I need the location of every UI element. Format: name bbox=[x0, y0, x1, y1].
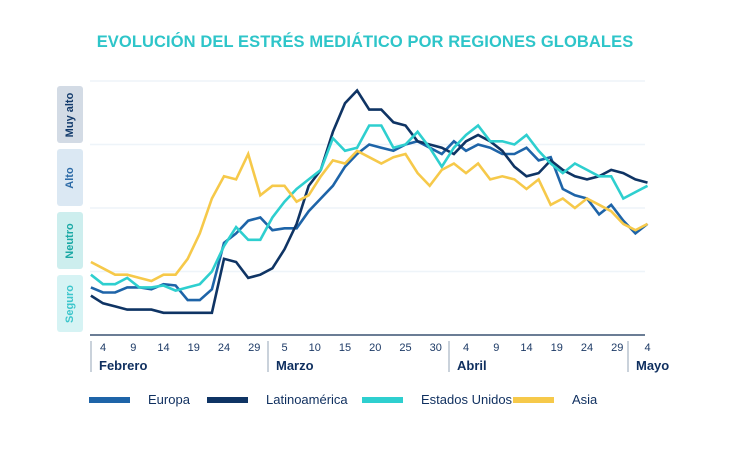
x-tick-label: 10 bbox=[309, 342, 321, 354]
x-tick-label: 9 bbox=[493, 342, 499, 354]
x-tick-label: 4 bbox=[463, 342, 469, 354]
x-tick-label: 15 bbox=[339, 342, 351, 354]
chart-title: EVOLUCIÓN DEL ESTRÉS MEDIÁTICO POR REGIO… bbox=[96, 33, 634, 51]
series-lines bbox=[90, 88, 649, 315]
legend-swatch bbox=[89, 396, 130, 403]
legend-label: Europa bbox=[148, 392, 190, 407]
level-band-neutro: Neutro bbox=[57, 212, 83, 269]
month-label: Abril bbox=[457, 358, 487, 373]
legend-swatch bbox=[362, 396, 403, 403]
x-tick-label: 19 bbox=[188, 342, 200, 354]
month-label: Febrero bbox=[99, 358, 147, 373]
x-tick-label: 20 bbox=[369, 342, 381, 354]
series-line-latinoamérica bbox=[90, 88, 648, 315]
x-tick-label: 29 bbox=[611, 342, 623, 354]
x-tick-label: 25 bbox=[399, 342, 411, 354]
x-tick-label: 4 bbox=[644, 342, 650, 354]
series-line-estados-unidos bbox=[90, 123, 649, 292]
legend-label: Latinoamérica bbox=[266, 392, 348, 407]
level-band-seguro: Seguro bbox=[57, 275, 83, 332]
x-tick-label: 9 bbox=[130, 342, 136, 354]
legend-item: Asia bbox=[513, 392, 597, 407]
gridlines bbox=[90, 80, 645, 273]
series-line-europa bbox=[90, 139, 649, 302]
legend-label: Asia bbox=[572, 392, 598, 407]
x-tick-label: 29 bbox=[248, 342, 260, 354]
legend-item: Europa bbox=[89, 392, 190, 407]
month-label: Marzo bbox=[276, 358, 314, 373]
x-tick-label: 4 bbox=[100, 342, 106, 354]
level-band-alto: Alto bbox=[57, 149, 83, 206]
legend-label: Estados Unidos bbox=[421, 392, 513, 407]
x-tick-labels: 4 9 14 19 24 29 5 10 15 20 25 30 4 9 14 19 24 29 4 bbox=[100, 342, 651, 354]
legend-item: Estados Unidos bbox=[362, 392, 512, 407]
series-line-asia bbox=[90, 149, 649, 283]
x-tick-label: 24 bbox=[218, 342, 230, 354]
level-band-muy-alto: Muy alto bbox=[57, 86, 83, 143]
month-label: Mayo bbox=[636, 358, 669, 373]
x-tick-label: 5 bbox=[281, 342, 287, 354]
legend-item: Latinoamérica bbox=[207, 392, 348, 407]
month-labels: Febrero Marzo Abril Mayo bbox=[90, 341, 669, 373]
x-tick-label: 30 bbox=[430, 342, 442, 354]
legend-swatch bbox=[207, 396, 248, 403]
legend: Europa Latinoamérica Estados Unidos Asia bbox=[0, 392, 730, 410]
x-tick-label: 24 bbox=[581, 342, 593, 354]
x-tick-label: 19 bbox=[551, 342, 563, 354]
x-tick-label: 14 bbox=[157, 342, 169, 354]
legend-swatch bbox=[513, 396, 554, 403]
x-tick-label: 14 bbox=[520, 342, 532, 354]
